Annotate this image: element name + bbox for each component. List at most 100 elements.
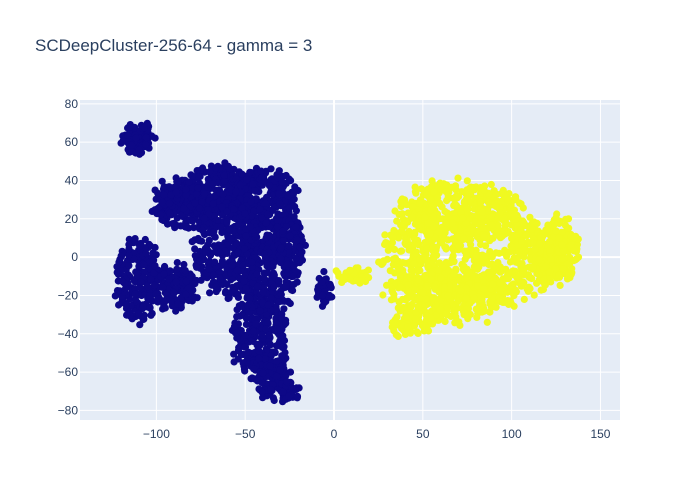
data-point [191, 199, 199, 207]
data-point [198, 198, 206, 206]
data-point [210, 271, 218, 279]
data-point [500, 192, 508, 200]
data-point [503, 288, 511, 296]
data-point [503, 297, 512, 305]
x-tick-label: 50 [416, 427, 430, 441]
data-point [185, 224, 193, 232]
data-point [212, 283, 220, 291]
data-point [410, 260, 418, 268]
data-point [427, 275, 435, 284]
data-point [472, 252, 480, 260]
data-point [404, 281, 412, 289]
data-point [489, 201, 497, 209]
y-tick-label: −40 [58, 327, 79, 341]
data-point [403, 201, 411, 209]
data-point [286, 232, 294, 240]
data-point [227, 234, 235, 242]
data-point [562, 215, 570, 223]
data-point [504, 196, 513, 205]
y-tick-label: 0 [71, 250, 78, 264]
data-point [212, 164, 220, 172]
data-point [487, 180, 495, 189]
data-point [520, 295, 528, 303]
data-point [496, 297, 504, 305]
data-point [430, 283, 438, 291]
data-point [414, 267, 422, 275]
data-point [240, 277, 248, 285]
data-point [236, 181, 244, 189]
data-point [531, 245, 539, 253]
data-point [250, 365, 258, 373]
data-point [463, 207, 471, 216]
data-point [424, 282, 432, 290]
data-point [234, 290, 242, 298]
data-point [451, 182, 460, 190]
data-point [480, 307, 488, 315]
data-point [125, 241, 133, 249]
data-point [278, 352, 286, 360]
data-point [542, 262, 550, 271]
data-point [426, 195, 434, 204]
data-point [125, 235, 133, 243]
data-point [487, 221, 496, 229]
data-point [424, 327, 433, 335]
data-point [435, 228, 443, 236]
data-point [465, 269, 473, 277]
data-point [285, 204, 293, 212]
data-point [421, 272, 429, 280]
data-point [262, 219, 270, 227]
data-point [150, 281, 159, 290]
data-point [200, 190, 209, 198]
data-point [480, 186, 488, 194]
data-point [477, 198, 485, 206]
data-point [384, 246, 392, 254]
data-point [238, 170, 246, 178]
data-point [286, 368, 295, 376]
data-point [280, 297, 288, 305]
data-point [506, 258, 515, 266]
data-point [135, 146, 143, 154]
data-point [150, 269, 158, 277]
data-point [488, 213, 496, 221]
data-point [508, 234, 516, 242]
data-point [258, 388, 266, 396]
data-point [255, 354, 263, 363]
data-point [395, 298, 403, 306]
data-point [559, 247, 568, 255]
data-point [423, 190, 431, 198]
data-point [128, 141, 136, 149]
y-tick-label: −80 [58, 403, 79, 417]
data-point [295, 384, 303, 392]
data-point [390, 226, 398, 235]
data-point [450, 270, 458, 278]
data-point [465, 299, 474, 308]
data-point [391, 320, 399, 328]
data-point [413, 328, 421, 336]
data-point [233, 306, 241, 314]
data-point [146, 304, 154, 312]
data-point [261, 254, 270, 262]
data-point [417, 185, 425, 193]
data-point [393, 313, 401, 321]
data-point [519, 204, 527, 212]
data-point [198, 256, 206, 264]
data-point [249, 327, 257, 335]
data-point [432, 243, 441, 251]
data-point [214, 179, 222, 187]
data-point [473, 313, 481, 321]
data-point [237, 350, 245, 358]
data-point [205, 265, 213, 273]
data-point [397, 221, 405, 229]
data-point [501, 246, 509, 254]
data-point [279, 388, 287, 396]
data-point [172, 307, 180, 315]
data-points [111, 119, 583, 406]
data-point [340, 273, 348, 281]
data-point [543, 226, 551, 234]
data-point [216, 248, 224, 256]
data-point [496, 279, 504, 287]
data-point [479, 224, 488, 232]
data-point [411, 315, 420, 323]
data-point [225, 226, 233, 234]
